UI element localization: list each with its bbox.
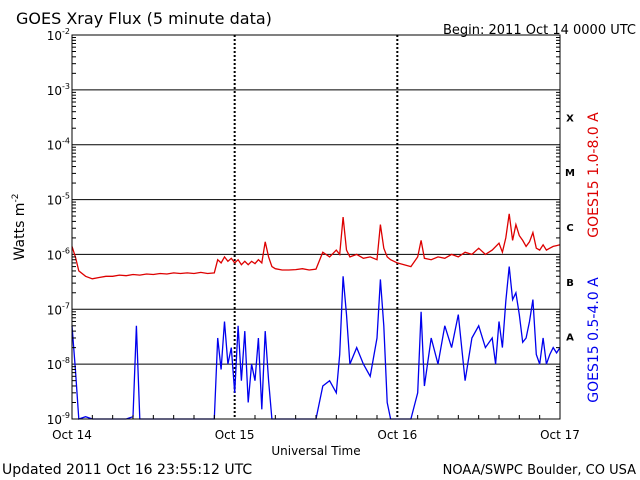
y-axis-label-text: Watts m [12, 203, 28, 261]
y-tick-base: 10 [47, 29, 62, 43]
y-tick-label: 10-5 [47, 192, 70, 208]
y-tick-base: 10 [47, 413, 62, 427]
grid [72, 35, 560, 419]
y-axis-label: Watts m-2 [11, 194, 28, 261]
y-tick-exponent: -3 [62, 82, 70, 91]
y-tick-label: 10-6 [47, 246, 70, 262]
y-tick-exponent: -7 [62, 301, 70, 310]
x-tick-label: Oct 14 [52, 428, 92, 442]
legend-short-channel: GOES15 0.5-4.0 A [586, 277, 602, 403]
y-tick-base: 10 [47, 194, 62, 208]
y-tick-base: 10 [47, 139, 62, 153]
y-tick-exponent: -2 [62, 27, 70, 36]
series-line-1 [71, 266, 561, 420]
y-tick-label: 10-2 [47, 27, 70, 43]
plot-frame [71, 34, 561, 420]
y-axis-label-exponent: -2 [11, 194, 21, 203]
x-tick-label: Oct 17 [540, 428, 580, 442]
y-tick-base: 10 [47, 358, 62, 372]
series-layer [71, 213, 561, 420]
flare-class-label: X [566, 113, 574, 124]
x-axis: Oct 14 Oct 15 Oct 16 Oct 17 [52, 415, 580, 442]
updated-text: Updated 2011 Oct 16 23:55:12 UTC [2, 462, 252, 478]
y-tick-label: 10-9 [47, 411, 70, 427]
y-tick-label: 10-4 [47, 137, 70, 153]
y-tick-base: 10 [47, 248, 62, 262]
flare-class-label: C [566, 223, 573, 234]
flare-class-label: M [565, 168, 575, 179]
y-tick-base: 10 [47, 303, 62, 317]
y-tick-exponent: -4 [62, 137, 70, 146]
flare-class-labels: A B C M X [565, 113, 575, 343]
legend-long-channel: GOES15 1.0-8.0 A [586, 112, 602, 238]
flare-class-label: B [566, 278, 574, 289]
y-tick-exponent: -9 [62, 411, 70, 420]
x-axis-label: Universal Time [271, 444, 360, 458]
y-tick-exponent: -5 [62, 192, 70, 201]
y-axis: 10-910-810-710-610-510-410-310-2 [47, 27, 560, 427]
x-tick-label: Oct 15 [215, 428, 255, 442]
x-tick-label: Oct 16 [377, 428, 417, 442]
begin-label: Begin: 2011 Oct 14 0000 UTC [443, 23, 636, 38]
flare-class-label: A [566, 333, 574, 344]
chart-title: GOES Xray Flux (5 minute data) [16, 9, 272, 28]
y-tick-label: 10-7 [47, 301, 70, 317]
y-tick-exponent: -6 [62, 246, 70, 255]
y-tick-label: 10-8 [47, 356, 70, 372]
y-tick-base: 10 [47, 84, 62, 98]
series-line-0 [71, 213, 561, 280]
y-tick-label: 10-3 [47, 82, 70, 98]
y-tick-exponent: -8 [62, 356, 70, 365]
credit-text: NOAA/SWPC Boulder, CO USA [443, 463, 636, 478]
